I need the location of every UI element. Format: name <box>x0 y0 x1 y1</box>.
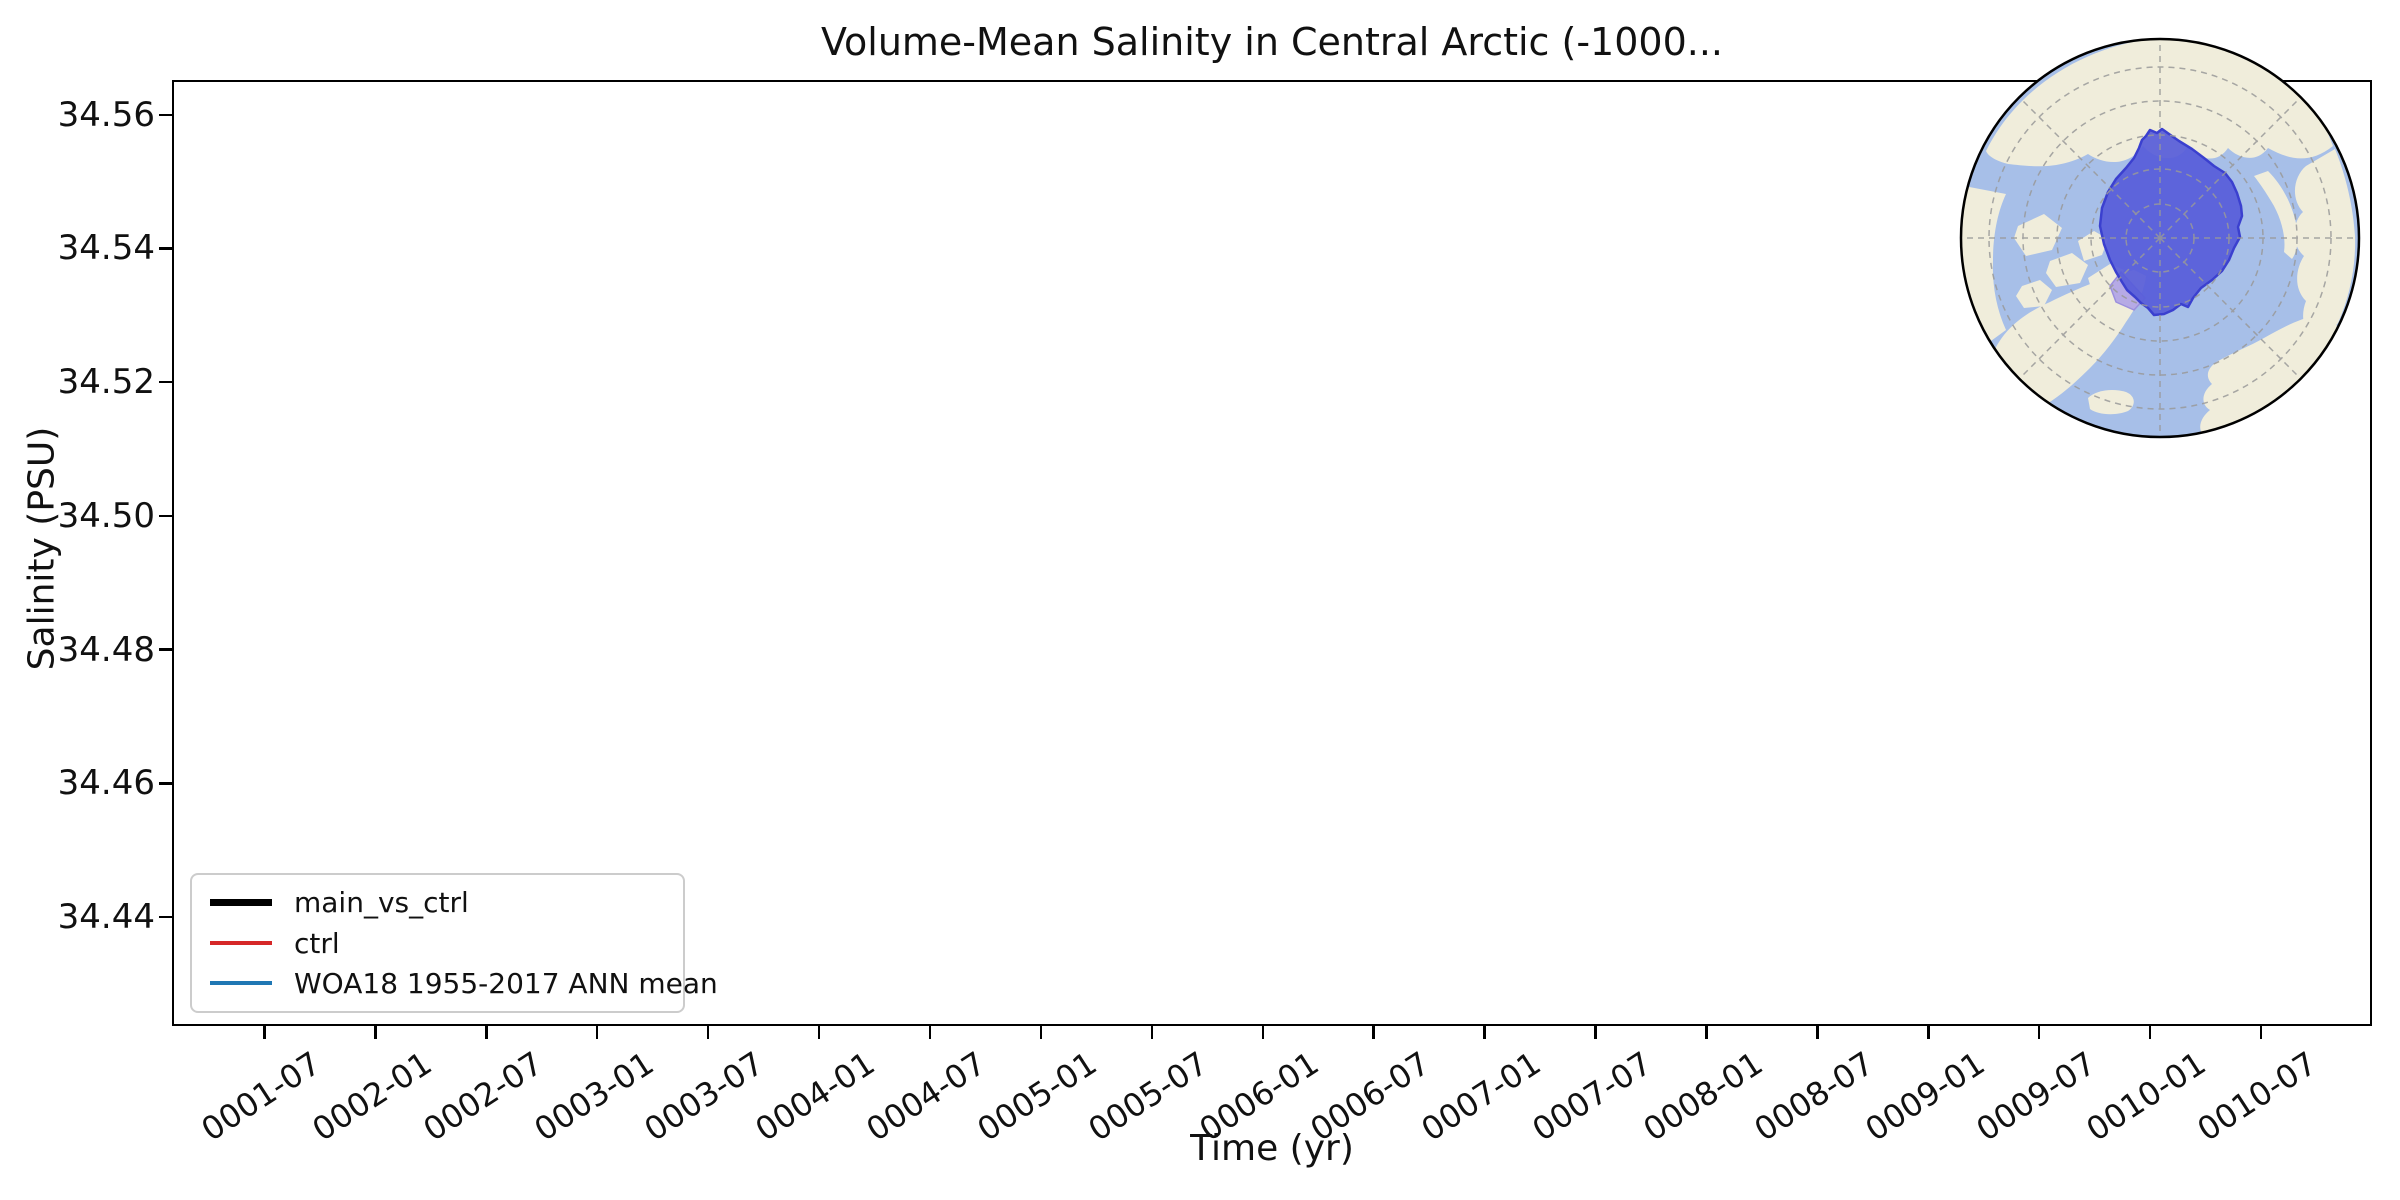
legend-label: main_vs_ctrl <box>294 886 469 920</box>
x-tick-mark <box>595 1026 599 1039</box>
y-tick-label: 34.50 <box>57 495 155 536</box>
woa18-line-swatch <box>210 981 272 986</box>
inset-globe-boundary <box>1959 37 2361 439</box>
x-tick-mark <box>1261 1026 1264 1039</box>
x-tick-mark <box>2037 1026 2041 1039</box>
x-tick-mark <box>1927 1026 1930 1039</box>
legend-entry-main-vs-ctrl: main_vs_ctrl <box>210 886 665 919</box>
x-tick-mark <box>2148 1026 2152 1039</box>
y-tick-mark <box>159 380 172 384</box>
x-tick-mark <box>1039 1026 1043 1039</box>
x-tick-mark <box>1816 1026 1819 1039</box>
arctic-inset-map <box>1959 37 2361 439</box>
x-tick-mark <box>817 1026 821 1039</box>
x-tick-mark <box>1372 1026 1375 1039</box>
y-tick-mark <box>159 247 172 250</box>
x-tick-mark <box>263 1026 266 1039</box>
y-tick-label: 34.54 <box>57 228 155 269</box>
x-tick-mark <box>1483 1026 1486 1039</box>
y-tick-mark <box>159 648 172 651</box>
x-tick-mark <box>1705 1026 1708 1039</box>
legend-label: ctrl <box>294 926 340 960</box>
main-vs-ctrl-line-swatch <box>210 899 272 907</box>
inset-landmasses <box>1961 39 2356 437</box>
x-tick-mark <box>485 1026 488 1039</box>
y-tick-label: 34.44 <box>57 897 155 938</box>
legend: main_vs_ctrl ctrl WOA18 1955-2017 ANN me… <box>190 873 718 1013</box>
x-tick-mark <box>374 1026 377 1039</box>
legend-entry-woa18: WOA18 1955-2017 ANN mean <box>210 967 718 1000</box>
y-tick-label: 34.46 <box>57 763 155 804</box>
legend-entry-ctrl: ctrl <box>210 927 665 960</box>
y-tick-label: 34.52 <box>57 362 155 403</box>
y-tick-mark <box>159 782 172 785</box>
x-tick-mark <box>1594 1026 1597 1039</box>
y-tick-label: 34.48 <box>57 629 155 670</box>
legend-label: WOA18 1955-2017 ANN mean <box>294 966 718 1000</box>
y-tick-mark <box>159 915 172 919</box>
y-tick-mark <box>159 514 172 518</box>
x-tick-mark <box>2259 1026 2263 1039</box>
inset-graticule <box>1961 39 2359 437</box>
y-tick-mark <box>159 113 172 116</box>
x-tick-mark <box>1150 1026 1154 1039</box>
y-tick-label: 34.56 <box>57 94 155 135</box>
x-tick-mark <box>706 1026 710 1039</box>
inset-central-arctic-region <box>2098 127 2244 317</box>
y-axis-title: Salinity (PSU) <box>21 426 63 671</box>
x-tick-mark <box>928 1026 932 1039</box>
x-axis-title: Time (yr) <box>1190 1128 1354 1169</box>
chart-title: Volume-Mean Salinity in Central Arctic (… <box>820 20 1724 64</box>
ctrl-line-swatch <box>210 941 272 945</box>
